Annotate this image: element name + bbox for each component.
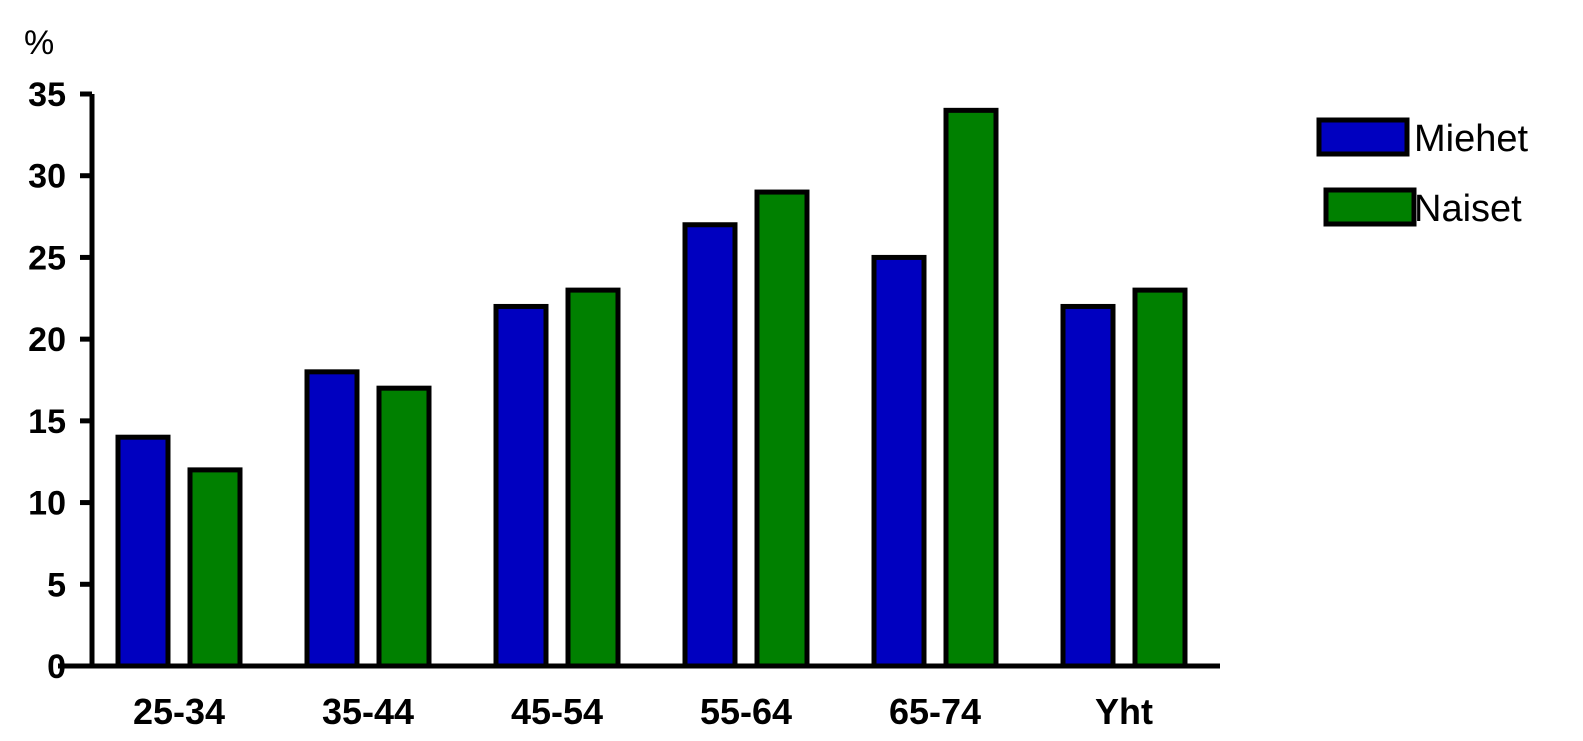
bars-layer bbox=[115, 107, 1188, 669]
legend: Miehet Naiset bbox=[1316, 117, 1528, 230]
bar-miehet-45-54 bbox=[493, 303, 549, 669]
bar-miehet-35-44 bbox=[304, 369, 360, 669]
bar-naiset-25-34 bbox=[187, 467, 243, 669]
bar-naiset-55-64 bbox=[754, 189, 810, 669]
bar-naiset-45-54 bbox=[565, 287, 621, 669]
legend-label-naiset: Naiset bbox=[1414, 188, 1522, 230]
y-unit-label: % bbox=[24, 24, 54, 62]
legend-swatch-miehet bbox=[1316, 117, 1410, 157]
bar-miehet-yht bbox=[1060, 303, 1116, 669]
bar-miehet-25-34 bbox=[115, 434, 171, 669]
bar-naiset-35-44 bbox=[376, 385, 432, 669]
bar-miehet-55-64 bbox=[682, 222, 738, 669]
x-tick-label: 35-44 bbox=[322, 691, 414, 732]
y-tick-label: 5 bbox=[47, 566, 66, 604]
x-tick-label: 25-34 bbox=[133, 691, 225, 732]
y-tick-label: 10 bbox=[28, 485, 66, 523]
y-tick-label: 20 bbox=[28, 321, 66, 359]
y-ticks-layer: 0 5 10 15 20 25 30 35 bbox=[28, 76, 92, 686]
x-tick-label: Yht bbox=[1095, 691, 1153, 732]
legend-label-miehet: Miehet bbox=[1414, 118, 1528, 160]
bar-naiset-65-74 bbox=[943, 107, 999, 669]
y-tick-label: 35 bbox=[28, 76, 66, 114]
axes-layer bbox=[58, 94, 1220, 669]
bar-naiset-yht bbox=[1132, 287, 1188, 669]
x-tick-label: 55-64 bbox=[700, 691, 792, 732]
bar-miehet-65-74 bbox=[871, 254, 927, 669]
x-ticks-layer: 25-34 35-44 45-54 55-64 65-74 Yht bbox=[133, 691, 1153, 732]
y-tick-label: 25 bbox=[28, 239, 66, 277]
y-tick-label: 15 bbox=[28, 403, 66, 441]
legend-swatch-naiset bbox=[1323, 187, 1417, 227]
x-tick-label: 45-54 bbox=[511, 691, 603, 732]
y-tick-label: 30 bbox=[28, 158, 66, 196]
y-tick-label: 0 bbox=[47, 648, 66, 686]
x-tick-label: 65-74 bbox=[889, 691, 981, 732]
